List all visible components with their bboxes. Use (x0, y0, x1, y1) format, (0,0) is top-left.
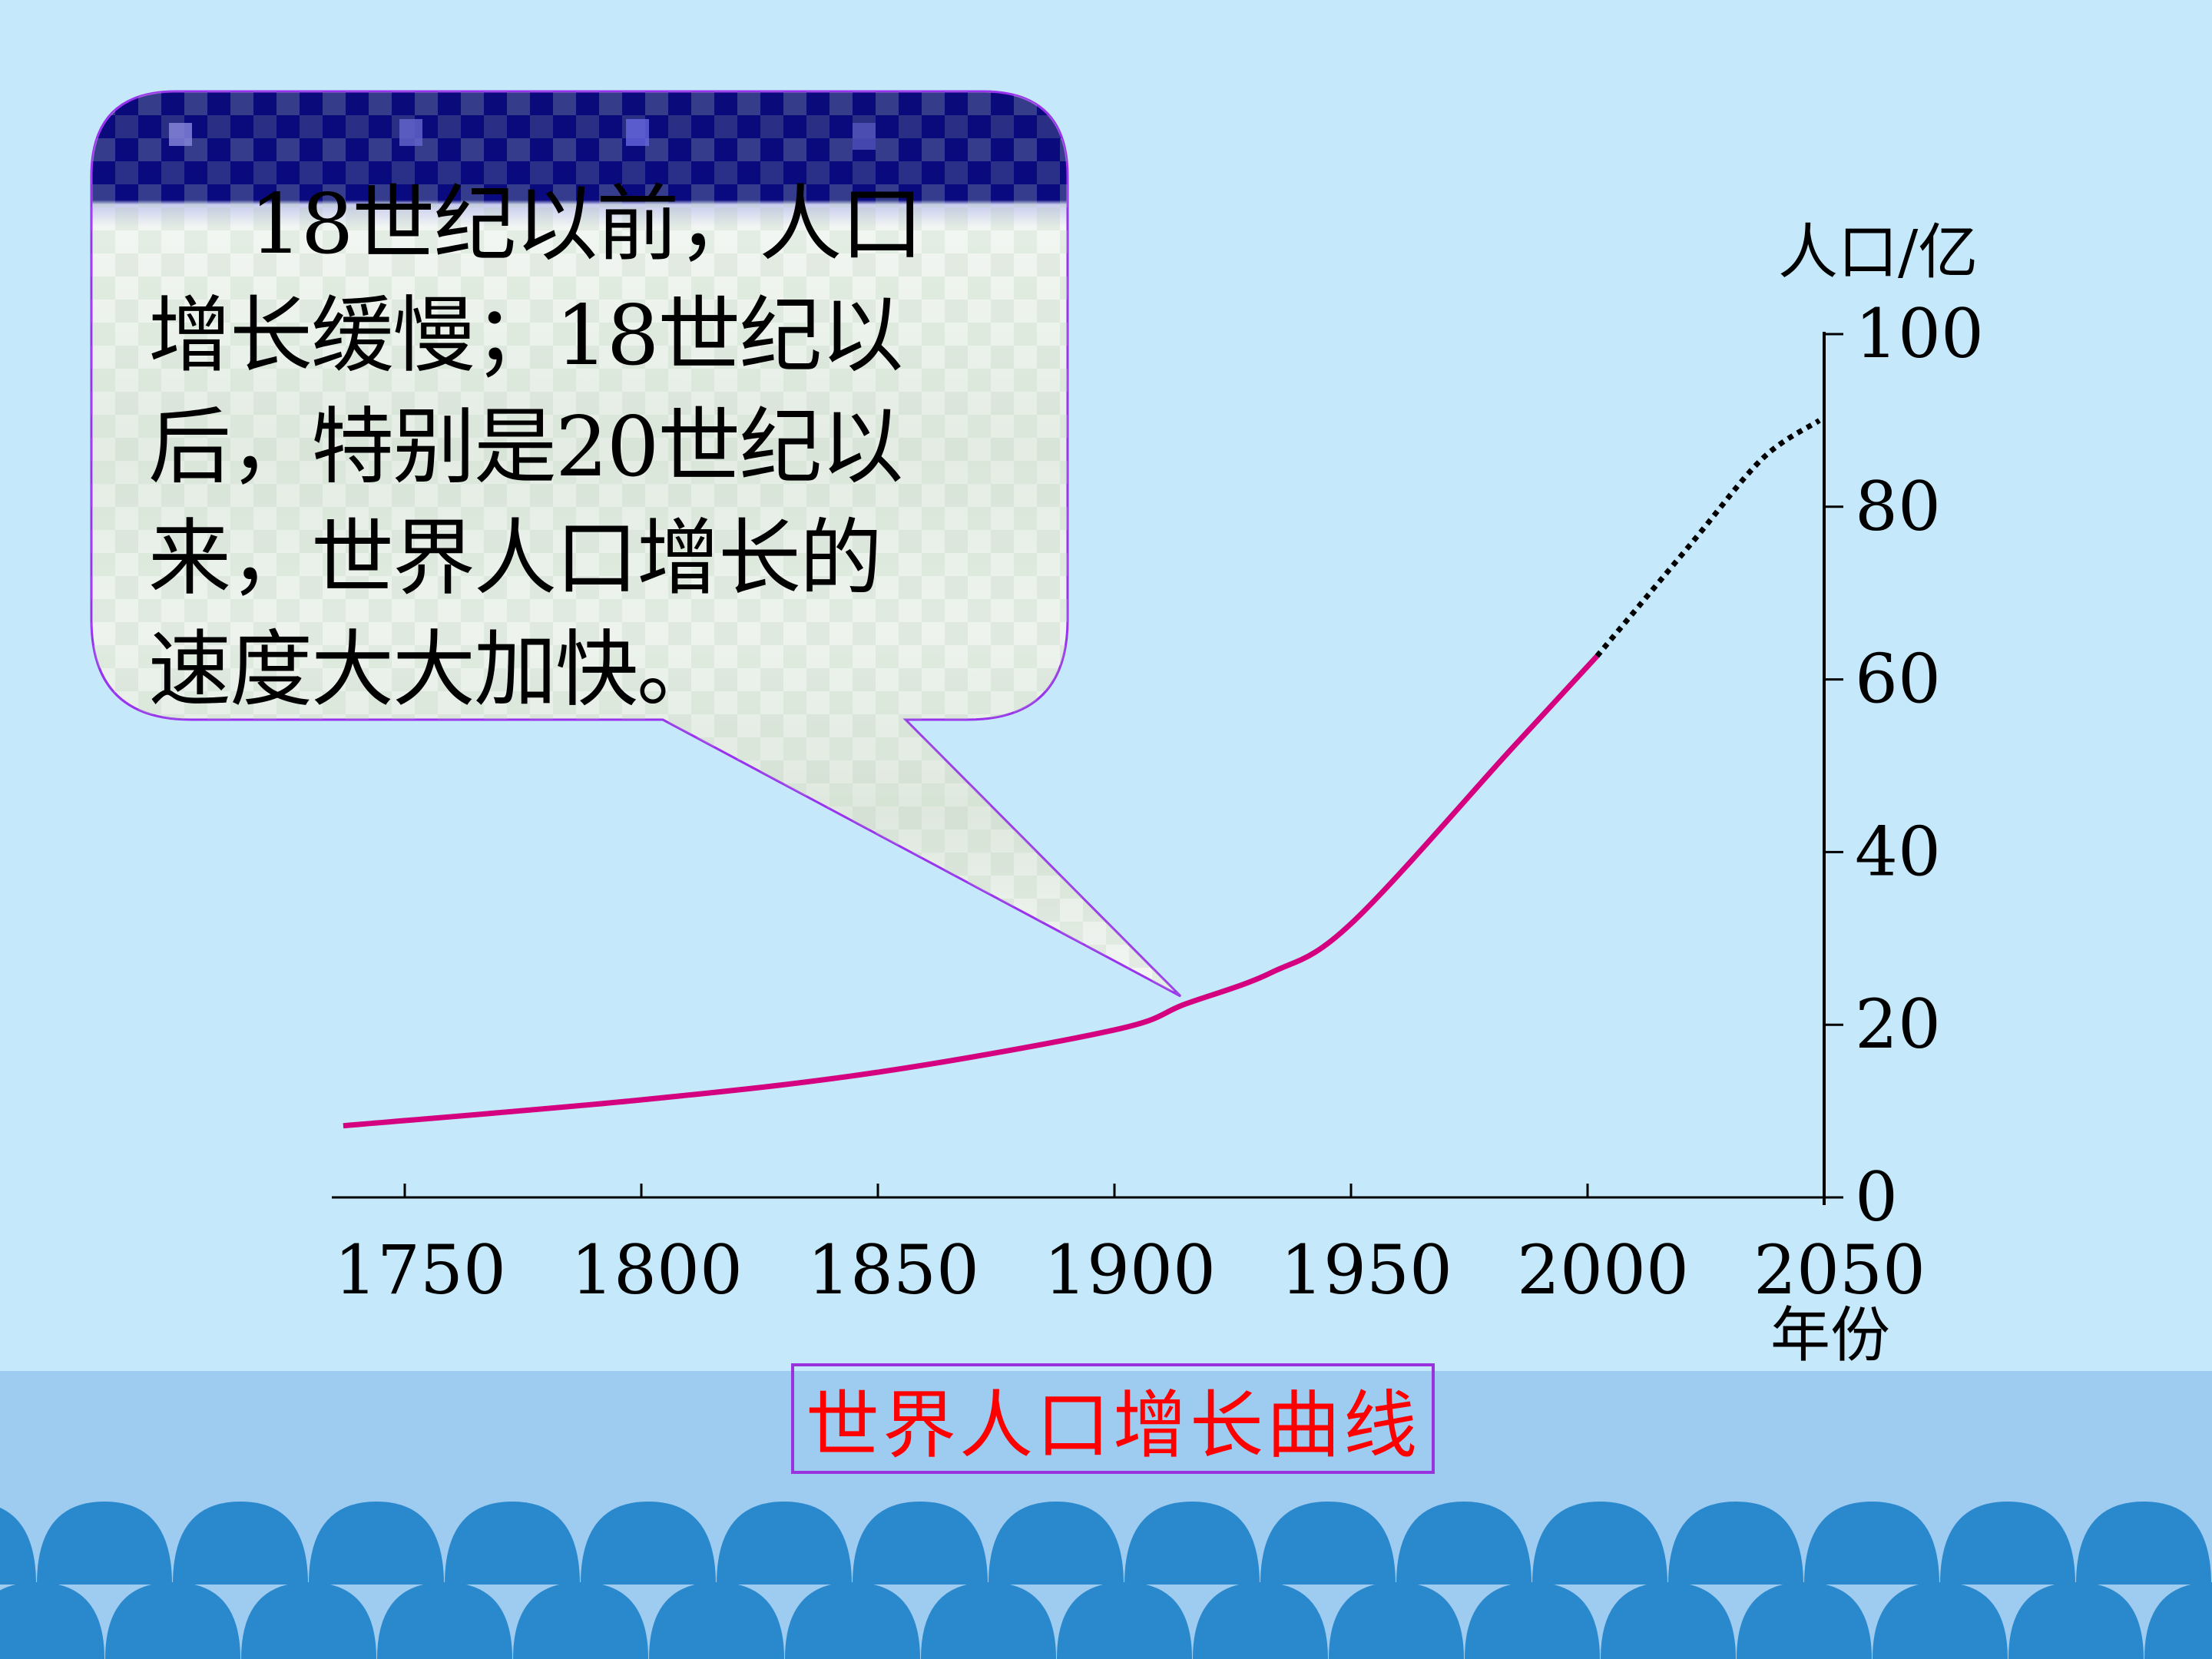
chart-caption: 世界人口增长曲线 (806, 1382, 1420, 1469)
wave-arc (581, 1502, 716, 1584)
wave-arc (1532, 1502, 1667, 1584)
projection-line (1594, 418, 1821, 658)
wave-arc (2144, 1582, 2212, 1659)
wave-arc (1057, 1582, 1192, 1659)
wave-arc (717, 1502, 852, 1584)
x-axis-label: 年份 (1770, 1301, 1890, 1370)
bubble-line: 后，特别是20世纪以 (148, 399, 903, 495)
wave-arc (445, 1502, 580, 1584)
x-tick-label: 1800 (571, 1230, 743, 1310)
wave-arc (173, 1502, 308, 1584)
wave-arc (1804, 1502, 1939, 1584)
wave-arc (1124, 1502, 1260, 1584)
wave-arc (1329, 1582, 1464, 1659)
wave-arc (1396, 1502, 1532, 1584)
x-tick-label: 2050 (1753, 1230, 1926, 1310)
wave-arc (785, 1582, 920, 1659)
wave-arc (0, 1582, 104, 1659)
wave-arc (2008, 1582, 2144, 1659)
wave-arc (649, 1582, 784, 1659)
y-tick-label: 80 (1855, 467, 1941, 546)
speech-bubble (90, 90, 1182, 998)
bubble-line: 来，世界人口增长的 (148, 511, 882, 607)
wave-arc (1668, 1502, 1803, 1584)
wave-arc (0, 1507, 36, 1584)
caption-box: 世界人口增长曲线 (791, 1363, 1435, 1474)
wave-arc (105, 1582, 240, 1659)
x-tick-label: 1850 (807, 1230, 979, 1310)
y-axis-label: 人口/亿 (1778, 218, 1978, 287)
wave-arc (309, 1502, 444, 1584)
wave-arc (1260, 1502, 1396, 1584)
y-tick-label: 100 (1855, 294, 1984, 373)
wave-arc (241, 1582, 376, 1659)
wave-arc (377, 1582, 512, 1659)
y-tick-label: 20 (1855, 985, 1941, 1064)
bubble-line: 18世纪以前，人口 (250, 177, 923, 273)
wave-arc (1940, 1502, 2075, 1584)
wave-arc (1873, 1582, 2008, 1659)
x-tick-label: 1950 (1280, 1230, 1452, 1310)
bubble-line: 增长缓慢；18世纪以 (148, 288, 903, 384)
wave-arc (1465, 1582, 1600, 1659)
wave-arc (37, 1502, 172, 1584)
x-tick-label: 2000 (1517, 1230, 1689, 1310)
wave-arc (853, 1502, 988, 1584)
wave-arc (921, 1582, 1056, 1659)
wave-arc (2076, 1502, 2211, 1584)
wave-decoration (0, 1502, 2212, 1659)
population-curve (343, 654, 1599, 1129)
wave-arc (988, 1502, 1124, 1584)
bubble-line: 速度大大加快。 (148, 622, 720, 718)
wave-arc (1737, 1582, 1872, 1659)
wave-arc (1193, 1582, 1328, 1659)
y-tick-label: 0 (1855, 1157, 1898, 1237)
x-tick-label: 1750 (334, 1230, 506, 1310)
y-tick-label: 40 (1855, 812, 1941, 891)
y-tick-label: 60 (1855, 640, 1941, 719)
x-tick-label: 1900 (1044, 1230, 1216, 1310)
wave-arc (1601, 1582, 1736, 1659)
wave-arc (513, 1582, 648, 1659)
